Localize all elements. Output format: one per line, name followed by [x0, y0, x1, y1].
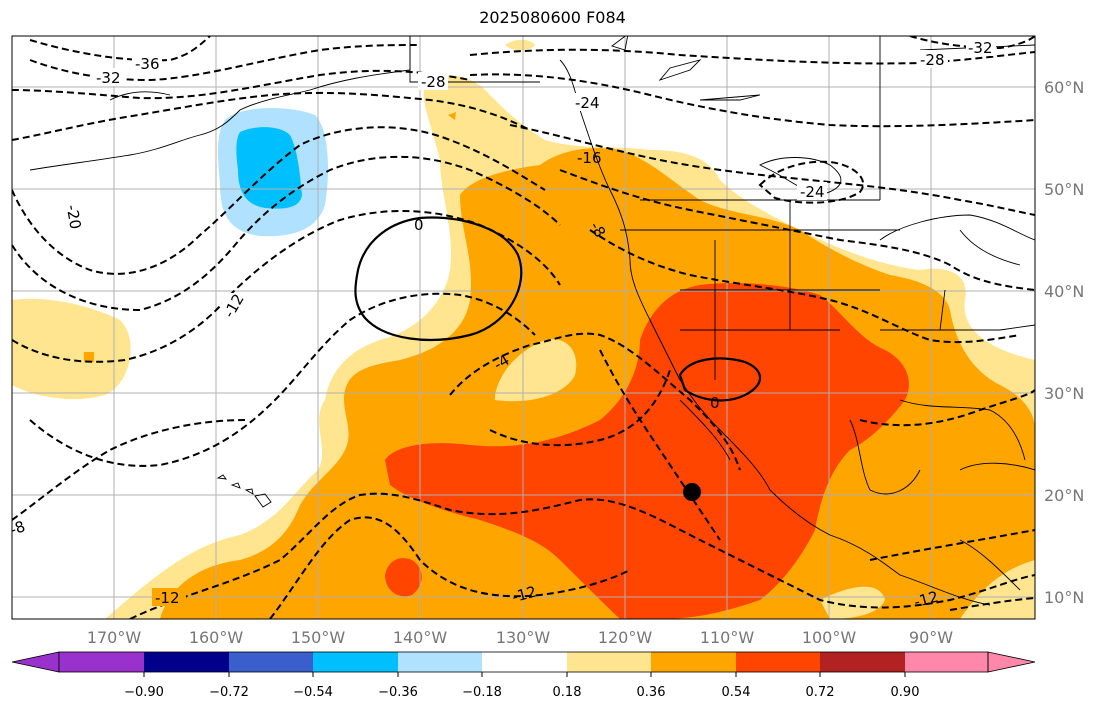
colorbar-tick-label: 0.18 — [553, 685, 582, 700]
lon-label: 140°W — [393, 628, 448, 647]
field-yellow-hole — [495, 339, 577, 402]
colorbar-segment — [905, 652, 988, 672]
colorbar-tick-label: 0.90 — [891, 685, 920, 700]
contour-label: -16 — [577, 149, 602, 167]
colorbar-segment — [567, 652, 651, 672]
colorbar-segment — [736, 652, 820, 672]
colorbar-segment — [59, 652, 144, 672]
contour-label: -12 — [912, 588, 940, 612]
lon-label: 90°W — [909, 628, 953, 647]
field-red-main — [385, 283, 909, 619]
lon-label: 130°W — [496, 628, 551, 647]
colorbar-segment — [229, 652, 313, 672]
contour-label: -28 — [421, 73, 446, 91]
colorbar-segment — [398, 652, 482, 672]
lon-label: 170°W — [87, 628, 142, 647]
field-orange-west-spot — [84, 352, 94, 362]
field-orange-spot — [448, 112, 456, 120]
contour-label: -24 — [800, 183, 825, 201]
lat-label: 30°N — [1044, 384, 1084, 403]
graticule — [12, 36, 1035, 619]
lat-label: 20°N — [1044, 486, 1084, 505]
field-yellow-small-se — [820, 586, 885, 619]
colorbar-tick-label: −0.72 — [209, 685, 249, 700]
colorbar-segment — [144, 652, 229, 672]
colorbar-frame — [58, 651, 989, 673]
contour-label: -36 — [135, 55, 160, 73]
field-orange-east — [850, 396, 1035, 560]
colorbar-segment — [313, 652, 398, 672]
map-frame — [11, 35, 1036, 620]
colorbar-tick-label: 0.36 — [637, 685, 666, 700]
colorbar-segment — [651, 652, 736, 672]
contour-label: -28 — [920, 51, 945, 69]
colorbar-segment — [482, 652, 567, 672]
colorbar-tick-label: −0.90 — [124, 685, 164, 700]
hawaii-islands — [216, 474, 272, 508]
contour-label: -12 — [510, 583, 538, 607]
colorbar-extend-right — [987, 651, 1036, 673]
colorbar-segment — [820, 652, 905, 672]
lon-label: 100°W — [802, 628, 857, 647]
contour-label: -32 — [96, 69, 121, 87]
colorbar-tick-label: −0.54 — [293, 685, 333, 700]
longitude-labels: 170°W 160°W 150°W 140°W 130°W 120°W 110°… — [87, 628, 953, 647]
contour-label: -32 — [968, 39, 993, 57]
colorbar: −0.90 −0.72 −0.54 −0.36 −0.18 0.18 0.36 … — [11, 651, 1036, 700]
contour-label: -24 — [575, 94, 600, 112]
latitude-labels: 60°N 50°N 40°N 30°N 20°N 10°N — [1044, 78, 1084, 607]
lat-label: 50°N — [1044, 180, 1084, 199]
colorbar-tick-label: 0.54 — [722, 685, 751, 700]
contour-label: 0 — [710, 394, 720, 412]
field-red-spot — [385, 558, 422, 597]
contour-lines — [12, 36, 1035, 619]
lon-label: 110°W — [700, 628, 755, 647]
shaded-fields — [12, 39, 1035, 619]
storm-center-marker — [683, 483, 701, 501]
colorbar-tick-label: −0.18 — [462, 685, 502, 700]
lat-label: 40°N — [1044, 282, 1084, 301]
contour-label: -20 — [63, 203, 85, 230]
field-blue — [236, 127, 302, 209]
colorbar-tick-label: −0.36 — [378, 685, 418, 700]
contour-label: -12 — [155, 589, 180, 607]
contour-lines-zero — [354, 216, 762, 402]
lon-label: 150°W — [291, 628, 346, 647]
colorbar-extend-left — [11, 651, 60, 673]
map-title: 2025080600 F084 — [479, 8, 626, 27]
field-yellow-top — [505, 39, 535, 51]
lat-label: 10°N — [1044, 588, 1084, 607]
lon-label: 120°W — [598, 628, 653, 647]
lat-label: 60°N — [1044, 78, 1084, 97]
contour-label: 0 — [414, 216, 424, 234]
colorbar-tick-label: 0.72 — [806, 685, 835, 700]
lon-label: 160°W — [189, 628, 244, 647]
field-yellow-west — [12, 298, 131, 400]
